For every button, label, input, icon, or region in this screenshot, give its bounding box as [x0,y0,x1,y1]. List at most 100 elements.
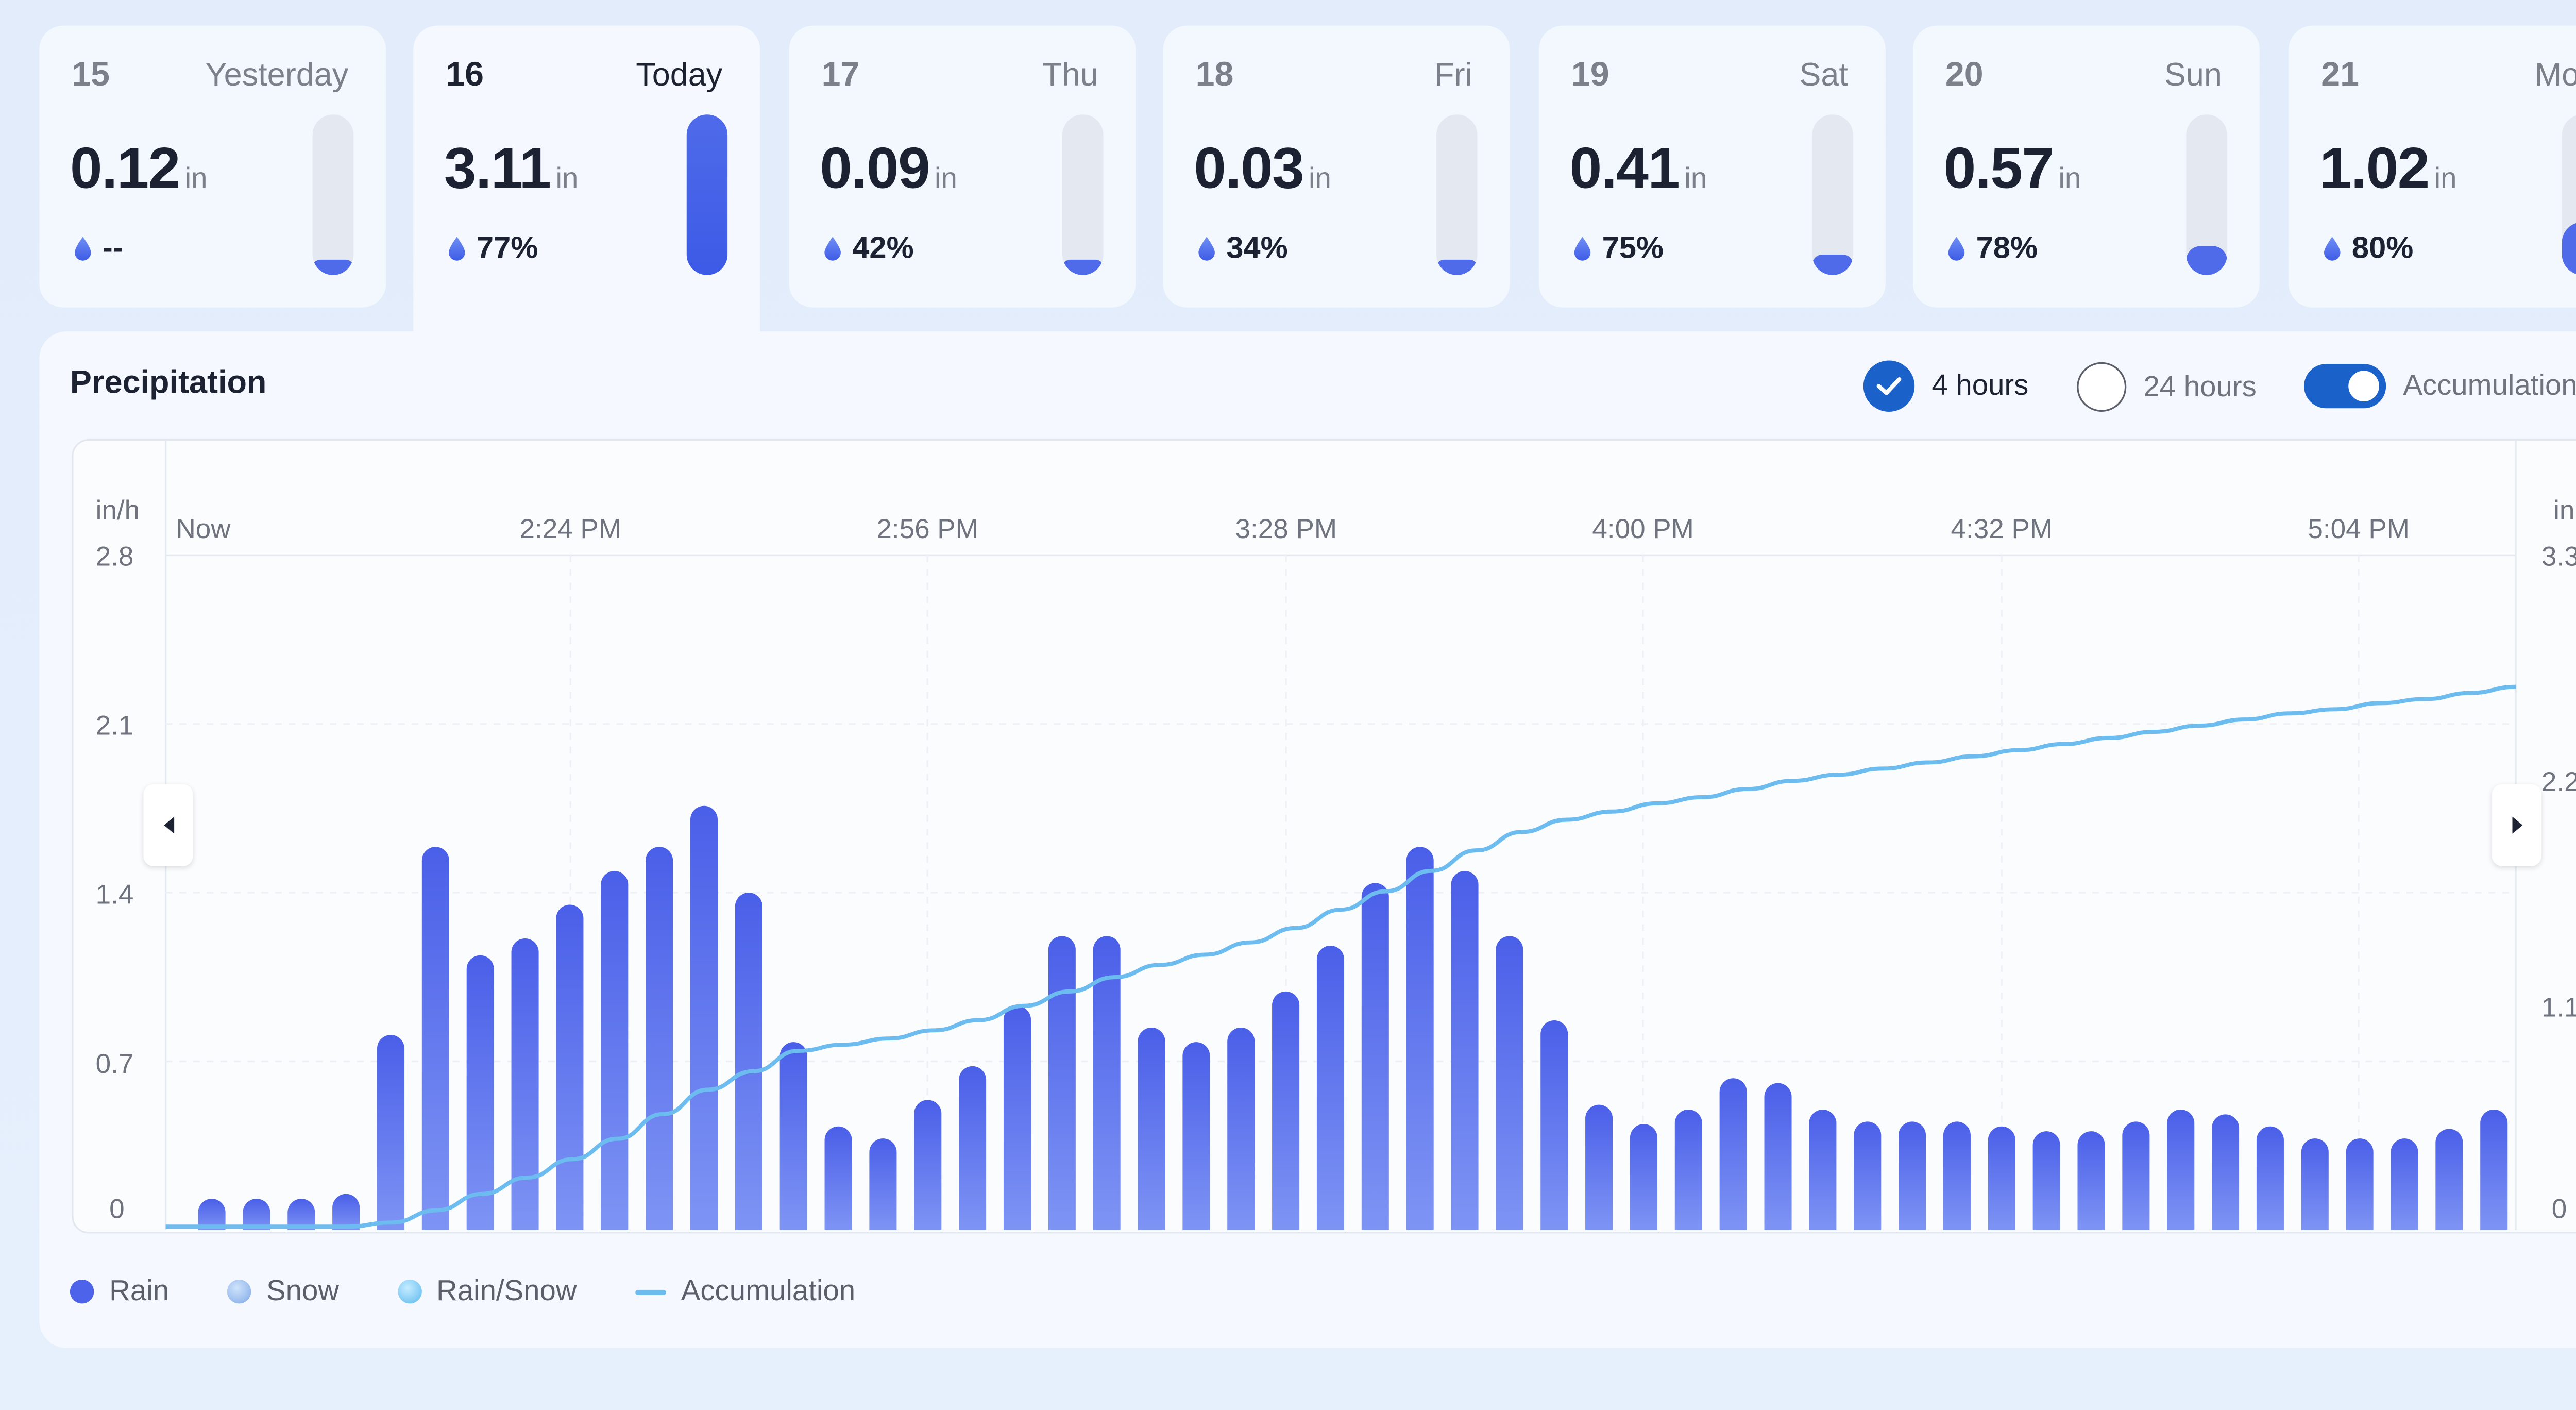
rain-bar [1809,1110,1837,1230]
day-number: 17 [821,56,860,94]
day-probability-value: 75% [1602,230,1664,265]
rain-bar [1406,847,1434,1230]
caret-right-icon [2511,816,2522,834]
raindrop-icon [1948,237,1965,261]
day-number: 19 [1571,56,1609,94]
day-amount-value: 1.02 [2319,137,2430,202]
y-right-tick-label: 0 [2552,1194,2567,1224]
rain-bar [1899,1121,1926,1230]
x-tick-label: Now [176,514,231,544]
rain-bar [1182,1042,1210,1230]
day-name: Sat [1799,58,1848,94]
rain-bar [2032,1131,2060,1230]
raindrop-icon [1574,237,1591,261]
option-24-hours[interactable]: 24 hours [2077,362,2257,412]
rain-bar [1496,936,1523,1230]
rain-bar [198,1199,226,1230]
rain-bar [779,1042,807,1230]
day-card-16[interactable]: 16 Today 3.11 in 77% [413,25,760,333]
rain-bar [735,893,762,1230]
rain-bar [2391,1138,2418,1230]
day-amount-unit: in [2058,162,2081,195]
x-tick-label: 4:00 PM [1592,514,1694,544]
day-gauge [1062,114,1104,275]
day-amount: 3.11 in [444,137,578,203]
day-amount-value: 0.57 [1943,137,2054,202]
chart-next-button[interactable] [2492,784,2541,866]
rain-bar [1316,946,1344,1230]
day-probability-value: 78% [1976,230,2038,265]
rain-bar [511,938,539,1230]
rain-bar [1943,1121,1971,1230]
day-probability: 77% [448,231,538,267]
day-amount-unit: in [934,162,957,195]
legend-rain-snow-label: Rain/Snow [436,1274,577,1307]
day-card-20[interactable]: 20 Sun 0.57 in 78% [1912,25,2260,308]
rain-bar [1988,1126,2015,1230]
radio-empty-icon[interactable] [2077,362,2127,412]
option-4-hours[interactable]: 4 hours [1863,360,2028,412]
day-card-17[interactable]: 17 Thu 0.09 in 42% [789,25,1136,308]
day-amount-unit: in [184,162,208,195]
y-left-tick-label: 2.8 [96,541,134,572]
legend-rain-snow[interactable]: Rain/Snow [397,1274,577,1308]
y-left-tick-label: 0 [109,1194,125,1224]
day-gauge-fill [686,114,728,275]
checkmark-radio-icon[interactable] [1863,360,1915,412]
day-amount-unit: in [1684,162,1707,195]
day-probability: -- [74,231,123,267]
accumulation-line-icon [635,1289,666,1295]
day-gauge-fill [2186,246,2227,275]
panel-title: Precipitation [70,365,267,402]
day-probability-value: 42% [852,230,914,265]
rain-bar [2212,1114,2240,1230]
rain-bar [959,1066,987,1230]
legend-rain[interactable]: Rain [70,1274,169,1308]
day-card-15[interactable]: 15 Yesterday 0.12 in -- [39,25,386,308]
raindrop-icon [824,237,841,261]
day-amount-value: 0.09 [820,137,930,202]
accumulation-toggle[interactable] [2304,364,2386,409]
legend-snow[interactable]: Snow [227,1274,339,1308]
day-gauge [686,114,728,275]
chart-prev-button[interactable] [143,784,193,866]
day-gauge-fill [1436,259,1478,275]
rain-bar [1272,991,1300,1230]
legend-rain-label: Rain [109,1274,170,1307]
caret-left-icon [163,816,174,834]
accumulation-line [165,684,2516,1229]
day-card-18[interactable]: 18 Fri 0.03 in 34% [1163,25,1510,308]
day-amount-unit: in [555,162,579,195]
rain-bar [377,1035,405,1230]
day-number: 15 [72,56,110,94]
y-right-tick-label: 1.1 [2541,992,2576,1022]
y-right-tick-label: 3.3 [2541,541,2576,572]
day-gauge [1436,114,1478,275]
precipitation-panel: Precipitation 4 hours 24 hours Accumulat… [39,331,2576,1348]
day-card-19[interactable]: 19 Sat 0.41 in 75% [1538,25,1886,308]
legend-accumulation-label: Accumulation [681,1274,856,1307]
y-left-unit: in/h [96,495,140,526]
rain-bar [332,1194,360,1230]
option-accumulation[interactable]: Accumulation [2304,364,2576,409]
snow-dot-icon [227,1280,251,1304]
rain-bar [1361,883,1389,1230]
rain-bar [1719,1078,1747,1230]
raindrop-icon [448,237,465,261]
rain-bar [466,955,494,1230]
rain-bar [1630,1124,1657,1230]
day-gauge [2186,114,2227,275]
day-gauge [2562,114,2576,275]
day-amount-value: 3.11 [444,137,551,202]
day-name: Yesterday [205,58,349,94]
legend-accumulation[interactable]: Accumulation [635,1274,855,1308]
rain-bar [1764,1083,1792,1230]
day-amount-value: 0.03 [1194,137,1304,202]
rain-bar [2480,1110,2508,1230]
day-probability-value: -- [102,230,123,265]
rain-bar [824,1126,852,1230]
x-tick-label: 5:04 PM [2308,514,2410,544]
raindrop-icon [74,237,91,261]
rain-dot-icon [70,1280,94,1304]
